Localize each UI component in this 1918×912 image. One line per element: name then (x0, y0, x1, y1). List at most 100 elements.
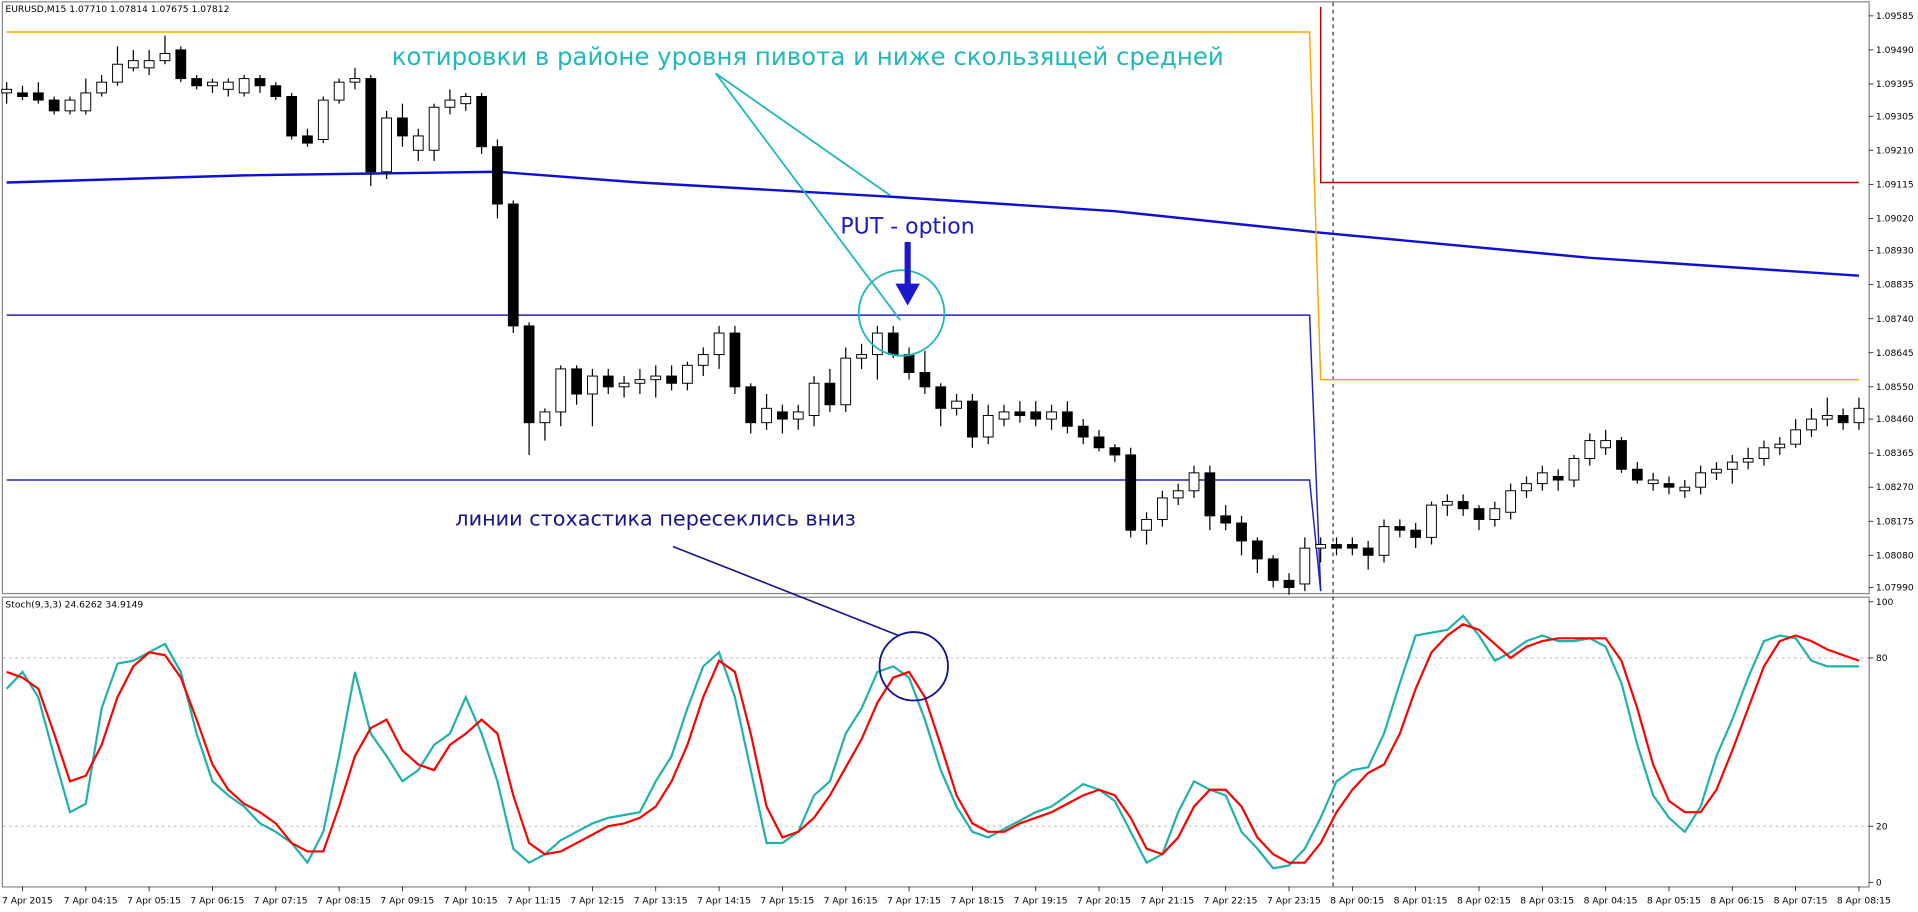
candle-body (1726, 461, 1738, 470)
candle-body (1473, 508, 1485, 520)
annotation-line (714, 72, 902, 321)
candle-body (729, 332, 741, 388)
y-tick-label: 20 (1876, 821, 1888, 832)
candle-body (1141, 518, 1152, 531)
candle-body (317, 99, 329, 141)
candle-body (1125, 454, 1137, 531)
stoch-title: Stoch(9,3,3) 24.6262 34.9149 (5, 600, 143, 611)
x-tick-label: 7 Apr 14:15 (697, 895, 751, 906)
candle-body (856, 354, 867, 359)
candle-body (539, 411, 551, 424)
candle-body (1426, 504, 1437, 538)
x-tick-label: 7 Apr 18:15 (950, 895, 1004, 906)
candle-body (555, 368, 567, 413)
candle-body (1489, 508, 1501, 520)
candle-body (1061, 411, 1073, 427)
candle-body (349, 78, 361, 83)
candle-body (650, 375, 662, 381)
candle-body (777, 411, 788, 420)
candle-body (1821, 415, 1833, 420)
candle-body (1410, 529, 1422, 538)
candle-body (967, 400, 978, 438)
x-tick-label: 7 Apr 22:15 (1204, 895, 1258, 906)
candle-body (1267, 558, 1279, 581)
candle-body (1283, 579, 1295, 589)
candle-body (618, 382, 630, 388)
y-tick-label: 80 (1876, 653, 1888, 664)
candle-body (602, 375, 614, 388)
candle-body (1774, 443, 1786, 449)
candle-body (761, 407, 772, 424)
candle-body (1647, 479, 1659, 485)
candle-body (1600, 440, 1612, 449)
candle-body (1204, 472, 1216, 517)
candle-body (1362, 547, 1374, 556)
y-tick-label: 1.09210 (1876, 145, 1914, 156)
annotation: линии стохастика пересеклись вниз (455, 507, 855, 531)
x-tick-label: 7 Apr 2015 (2, 895, 53, 906)
candle-body (682, 364, 693, 384)
x-tick-label: 7 Apr 10:15 (444, 895, 498, 906)
candle-body (1251, 540, 1263, 560)
candle-body (745, 386, 757, 424)
candle-body (808, 382, 820, 416)
candle-body (1315, 544, 1327, 549)
candle-body (840, 357, 852, 406)
candle-body (1552, 475, 1564, 481)
arrow-head (895, 283, 920, 306)
x-tick-label: 8 Apr 06:15 (1710, 895, 1764, 906)
candle-body (254, 78, 266, 87)
x-tick-label: 8 Apr 04:15 (1584, 895, 1638, 906)
x-tick-label: 7 Apr 06:15 (190, 895, 244, 906)
candle-body (1536, 472, 1548, 485)
candle-body (492, 146, 503, 205)
y-tick-label: 1.08930 (1876, 246, 1914, 257)
candle-body (523, 325, 535, 424)
marks: 1.09585 1.09490 1.09395 1.09305 1.09210 1.091… (1, 6, 1914, 906)
candle-body (713, 332, 725, 356)
candle-body (634, 379, 646, 384)
candle-body (1030, 411, 1042, 420)
x-tick-label: 7 Apr 13:15 (634, 895, 688, 906)
candle-body (1093, 436, 1105, 449)
candle-body (1441, 501, 1453, 506)
y-tick-label: 1.09395 (1876, 79, 1914, 90)
candle-body (1758, 447, 1770, 460)
candle-body (1394, 526, 1406, 531)
candle-body (824, 382, 836, 406)
candle-body (1806, 418, 1817, 431)
annotation: котировки в районе уровня пивота и ниже … (392, 42, 1224, 71)
candle-body (460, 96, 472, 105)
y-tick-label: 1.08270 (1876, 482, 1914, 493)
candle-body (1331, 544, 1342, 549)
y-tick-label: 1.08550 (1876, 382, 1914, 393)
candle-body (1046, 411, 1057, 420)
y-tick-label: 1.09115 (1876, 179, 1914, 190)
candle-body (80, 92, 92, 112)
candle-body (476, 96, 487, 148)
candle-body (697, 354, 709, 366)
candle-body (428, 106, 440, 151)
candle-body (32, 92, 44, 101)
x-tick-label: 7 Apr 08:15 (317, 895, 371, 906)
candle-body (96, 81, 108, 94)
candle-body (951, 400, 962, 409)
candle-body (1220, 515, 1232, 524)
candle-body (17, 92, 28, 97)
candle-body (1616, 440, 1627, 470)
candle-body (1695, 472, 1707, 488)
candle-body (1711, 468, 1722, 474)
x-tick-label: 7 Apr 17:15 (887, 895, 941, 906)
x-tick-label: 7 Apr 23:15 (1267, 895, 1321, 906)
candle-body (903, 354, 915, 373)
x-tick-label: 8 Apr 07:15 (1774, 895, 1828, 906)
candle-body (1790, 429, 1802, 445)
candle-body (333, 81, 345, 101)
candle-body (792, 411, 804, 420)
candle-body (1853, 407, 1865, 424)
x-tick-label: 8 Apr 01:15 (1394, 895, 1448, 906)
stoch-line (6, 623, 1860, 864)
candle-body (175, 49, 187, 80)
y-tick-label: 1.08365 (1876, 448, 1914, 459)
